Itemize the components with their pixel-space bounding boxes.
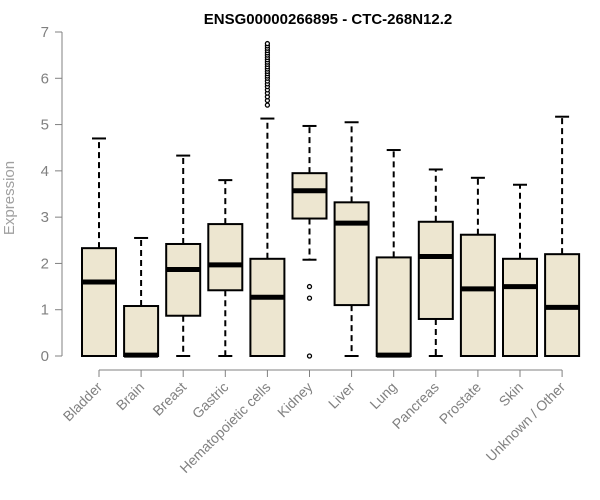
box-rect [165, 242, 202, 317]
x-tick-label: Unknown / Other [483, 379, 569, 465]
y-tick-label: 6 [41, 70, 49, 87]
box-rect [417, 220, 454, 320]
x-tick-label: Bladder [60, 379, 106, 425]
box-rect [502, 257, 538, 357]
outlier-point [264, 40, 271, 47]
box-rect [249, 257, 286, 357]
x-tick-label: Brain [113, 379, 147, 413]
box-brain [123, 236, 160, 358]
box-rect [375, 256, 412, 358]
x-tick-label: Breast [149, 379, 189, 419]
box-rect [291, 172, 328, 220]
outlier-point [306, 295, 313, 301]
box-breast [165, 154, 202, 357]
outlier-point [306, 283, 313, 290]
chart-title: ENSG00000266895 - CTC-268N12.2 [204, 11, 452, 28]
x-tick-label: Skin [496, 379, 527, 410]
box-rect [333, 201, 370, 307]
outlier-point [306, 353, 313, 359]
y-tick-label: 7 [41, 24, 49, 41]
box-rect [81, 247, 117, 357]
x-tick-label: Lung [366, 379, 399, 412]
y-tick-label: 5 [41, 117, 49, 134]
box-rect [459, 233, 496, 357]
x-tick-label: Kidney [274, 379, 316, 421]
y-tick-label: 1 [41, 302, 49, 319]
box-rect [207, 223, 244, 292]
plot-area [81, 40, 581, 359]
box-bladder [81, 137, 117, 357]
box-lung [375, 149, 412, 358]
box-gastric [207, 179, 244, 357]
box-pancreas [417, 168, 454, 357]
x-tick-label: Prostate [436, 379, 484, 427]
y-tick-label: 3 [41, 209, 49, 226]
box-unknown-other [544, 115, 581, 358]
y-tick-label: 0 [41, 348, 49, 365]
y-axis: 0 1 2 3 4 5 6 7 [41, 24, 63, 365]
box-hematopoietic-cells [249, 40, 286, 357]
box-prostate [459, 176, 496, 357]
box-liver [333, 121, 370, 357]
y-tick-label: 2 [41, 255, 49, 272]
y-tick-label: 4 [41, 163, 49, 180]
x-tick-label: Liver [325, 379, 358, 412]
box-rect [123, 305, 160, 357]
y-axis-label: Expression [1, 161, 18, 235]
box-skin [502, 183, 538, 357]
box-kidney [291, 124, 328, 359]
outlier-point [264, 102, 271, 108]
x-tick-label: Pancreas [389, 379, 442, 432]
